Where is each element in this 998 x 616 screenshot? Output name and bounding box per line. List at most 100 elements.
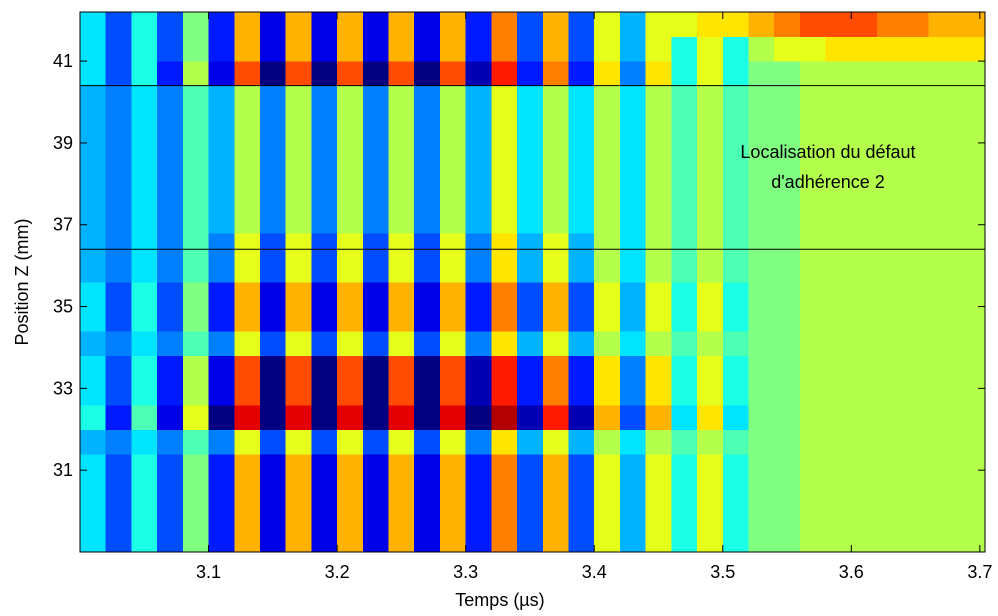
cell	[954, 380, 985, 406]
cell	[182, 282, 210, 308]
cell	[285, 527, 312, 552]
cell	[105, 502, 133, 529]
cell	[542, 159, 570, 185]
cell	[928, 404, 955, 430]
cell	[311, 453, 338, 479]
cell	[799, 429, 827, 455]
plot-frame	[79, 11, 986, 553]
cell	[414, 36, 441, 62]
cell	[542, 355, 570, 381]
cell	[954, 355, 985, 381]
cell	[928, 355, 955, 381]
cell	[491, 453, 518, 479]
cell	[774, 380, 801, 406]
cell	[517, 527, 544, 552]
cell	[208, 134, 235, 160]
cell	[491, 183, 518, 209]
cell	[825, 183, 852, 209]
cell	[285, 355, 312, 381]
cell	[902, 404, 930, 430]
cell	[825, 355, 852, 381]
cell	[825, 12, 852, 38]
cell	[285, 208, 312, 234]
cell	[337, 453, 364, 479]
cell	[748, 282, 775, 308]
cell	[362, 208, 390, 234]
cell	[414, 232, 441, 259]
cell	[619, 232, 647, 259]
cell	[439, 282, 467, 308]
cell	[902, 183, 930, 209]
cell	[80, 527, 107, 552]
cell	[619, 183, 647, 209]
cell	[491, 331, 518, 357]
cell	[465, 478, 492, 504]
cell	[234, 380, 261, 406]
y-tick-label: 31	[53, 460, 73, 480]
cell	[517, 355, 544, 381]
cell	[311, 159, 338, 185]
cell	[671, 134, 698, 160]
cell	[542, 61, 570, 87]
cell	[825, 527, 852, 552]
cell	[517, 208, 544, 234]
cell	[465, 159, 492, 185]
cell	[337, 36, 364, 62]
cell	[362, 12, 390, 38]
cell	[748, 183, 775, 209]
cell	[774, 478, 801, 504]
cell	[439, 527, 467, 552]
cell	[182, 85, 210, 111]
cell	[208, 208, 235, 234]
cell	[337, 232, 364, 259]
cell	[105, 110, 133, 136]
cell	[568, 282, 595, 308]
cell	[182, 36, 210, 62]
cell	[902, 502, 930, 529]
cell	[774, 183, 801, 209]
cell	[619, 208, 647, 234]
cell	[799, 36, 827, 62]
cell	[671, 36, 698, 62]
cell	[748, 159, 775, 185]
cell	[722, 453, 750, 479]
cell	[722, 134, 750, 160]
cell	[414, 208, 441, 234]
cell	[697, 527, 724, 552]
cell	[851, 232, 878, 259]
cell	[954, 110, 985, 136]
cell	[671, 282, 698, 308]
cell	[131, 12, 158, 38]
cell	[414, 61, 441, 87]
cell	[337, 159, 364, 185]
cell	[928, 232, 955, 259]
cell	[491, 85, 518, 111]
cell	[234, 282, 261, 308]
cell	[722, 404, 750, 430]
cell	[877, 134, 904, 160]
cell	[594, 380, 621, 406]
cell	[954, 159, 985, 185]
cell	[568, 527, 595, 552]
cell	[131, 282, 158, 308]
cell	[877, 110, 904, 136]
cell	[697, 12, 724, 38]
cell	[799, 208, 827, 234]
cell	[388, 61, 415, 87]
cell	[285, 159, 312, 185]
cell	[105, 61, 133, 87]
cell	[465, 429, 492, 455]
cell	[928, 453, 955, 479]
cell	[439, 380, 467, 406]
cell	[208, 183, 235, 209]
cell	[337, 380, 364, 406]
cell	[954, 306, 985, 332]
cell	[825, 85, 852, 111]
cell	[105, 134, 133, 160]
cell	[182, 306, 210, 332]
cell	[131, 527, 158, 552]
cell	[259, 85, 287, 111]
cell	[414, 429, 441, 455]
cell	[388, 453, 415, 479]
cell	[337, 429, 364, 455]
